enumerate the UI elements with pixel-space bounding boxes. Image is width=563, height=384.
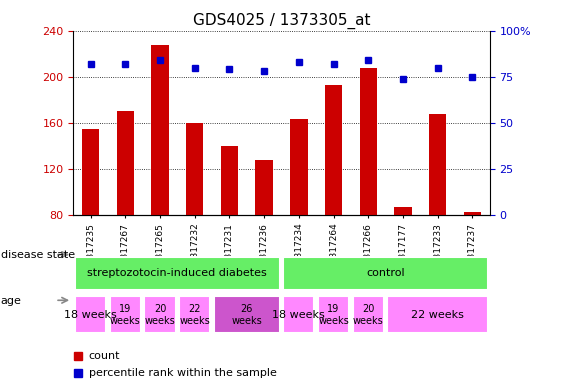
Text: control: control [367,268,405,278]
Bar [318,296,349,333]
Bar [186,123,203,215]
Text: 20
weeks: 20 weeks [353,304,383,326]
Text: count: count [89,351,120,361]
Bar [464,212,481,215]
Bar [75,296,106,333]
Bar [75,257,280,290]
Text: 18 weeks: 18 weeks [64,310,117,320]
Bar [82,129,99,215]
Text: percentile rank within the sample: percentile rank within the sample [89,368,276,378]
Bar [214,296,280,333]
Text: 20
weeks: 20 weeks [145,304,175,326]
Text: streptozotocin-induced diabetes: streptozotocin-induced diabetes [87,268,267,278]
Bar [360,68,377,215]
Text: 22
weeks: 22 weeks [180,304,210,326]
Bar [283,296,315,333]
Text: disease state: disease state [1,250,75,260]
Bar [221,146,238,215]
Bar [283,257,488,290]
Bar [387,296,488,333]
Text: 22 weeks: 22 weeks [412,310,464,320]
Bar [325,85,342,215]
Text: 26
weeks: 26 weeks [231,304,262,326]
Bar [179,296,211,333]
Bar [144,296,176,333]
Bar [429,114,446,215]
Bar [117,111,134,215]
Bar [151,45,169,215]
Text: 19
weeks: 19 weeks [318,304,349,326]
Bar [290,119,307,215]
Bar [256,160,273,215]
Bar [110,296,141,333]
Bar [352,296,384,333]
Text: age: age [1,296,21,306]
Text: 18 weeks: 18 weeks [272,310,325,320]
Bar [394,207,412,215]
Text: 19
weeks: 19 weeks [110,304,141,326]
Title: GDS4025 / 1373305_at: GDS4025 / 1373305_at [193,13,370,29]
